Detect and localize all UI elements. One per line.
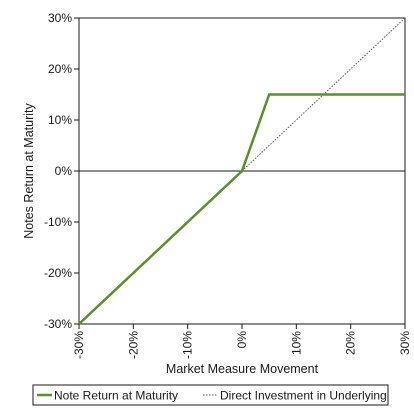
x-tick-label: 0%	[235, 331, 249, 349]
x-tick-label: 10%	[289, 331, 303, 355]
y-tick-label: -30%	[44, 317, 72, 331]
y-axis-title: Notes Return at Maturity	[22, 103, 36, 239]
x-tick-label: -20%	[126, 331, 140, 359]
y-tick-label: 10%	[48, 113, 72, 127]
y-tick-label: -20%	[44, 266, 72, 280]
x-tick-label: 20%	[344, 331, 358, 355]
x-tick-label: 30%	[398, 331, 412, 355]
series-layer	[78, 17, 406, 325]
y-tick-label: 20%	[48, 62, 72, 76]
legend-label-direct-investment: Direct Investment in Underlying	[220, 389, 387, 403]
x-tick-label: -10%	[181, 331, 195, 359]
y-tick-label: -10%	[44, 215, 72, 229]
legend: Note Return at Maturity Direct Investmen…	[32, 384, 389, 406]
legend-label-note-return: Note Return at Maturity	[54, 389, 178, 403]
x-axis-ticks: -30% -20% -10% 0% 10% 20% 30%	[72, 324, 412, 359]
series-line-note-return	[78, 93, 405, 325]
y-tick-label: 0%	[55, 164, 73, 178]
x-tick-label: -30%	[72, 331, 86, 359]
x-axis-title: Market Measure Movement	[166, 362, 319, 376]
y-tick-label: 30%	[48, 11, 72, 25]
y-axis-ticks: 30% 20% 10% 0% -10% -20% -30%	[44, 11, 79, 331]
